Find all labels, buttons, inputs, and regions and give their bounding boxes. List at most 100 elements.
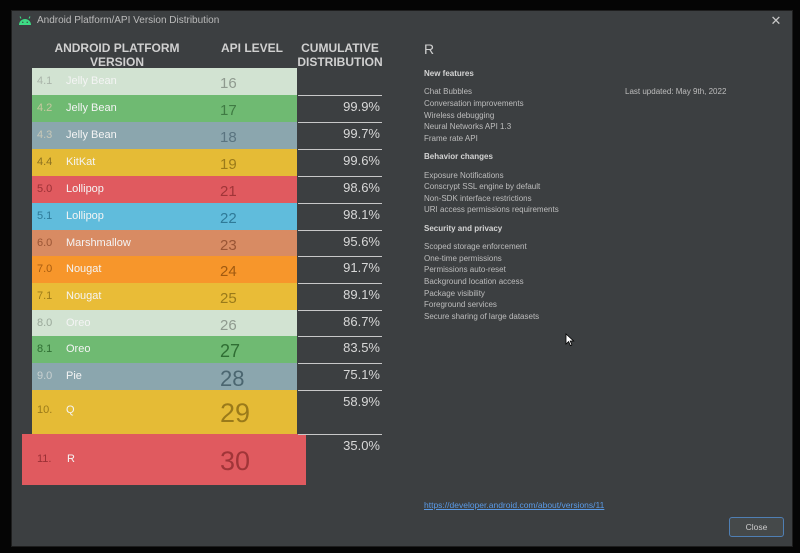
version-row-api-17[interactable]: 4.2 Jelly Bean 17 [32,95,297,122]
version-row-api-26[interactable]: 8.0 Oreo 26 [32,310,297,337]
version-distribution-dialog: Android Platform/API Version Distributio… [12,11,792,546]
row-version: 11. [37,453,52,465]
row-api-level: 30 [220,446,251,476]
version-row-api-23[interactable]: 6.0 Marshmallow 23 [32,230,297,257]
header-cumulative-line2: DISTRIBUTION [297,55,383,69]
cumulative-value: 91.7% [343,260,380,275]
row-name: Marshmallow [66,237,131,249]
row-version: 4.2 [37,102,53,114]
header-platform-line2: VERSION [89,55,144,69]
row-name: R [67,453,75,465]
cumulative-divider [298,149,382,150]
header-platform-version: ANDROID PLATFORM VERSION [32,41,202,69]
cumulative-divider [298,203,382,204]
version-row-api-18[interactable]: 4.3 Jelly Bean 18 [32,122,297,149]
mouse-cursor-icon [565,333,575,347]
header-platform-line1: ANDROID PLATFORM [54,41,180,55]
cumulative-divider [298,434,382,435]
section-title-behavior-changes: Behavior changes [424,152,493,161]
version-row-api-21[interactable]: 5.0 Lollipop 21 [32,176,297,203]
details-title: R [424,41,435,57]
row-api-level: 21 [220,183,237,200]
close-button[interactable]: Close [729,517,784,537]
cumulative-value: 89.1% [343,287,380,302]
row-name: Jelly Bean [66,75,117,87]
cumulative-value: 58.9% [343,394,380,409]
cumulative-value: 98.1% [343,207,380,222]
security-item: Background location access [424,277,524,286]
row-name: Jelly Bean [66,102,117,114]
version-row-api-16[interactable]: 4.1 Jelly Bean 16 [32,68,297,95]
cumulative-value: 99.7% [343,126,380,141]
row-version: 5.1 [37,210,53,222]
behavior-item: Conscrypt SSL engine by default [424,182,541,191]
cumulative-value: 86.7% [343,314,380,329]
cumulative-divider [298,176,382,177]
row-api-level: 19 [220,156,237,173]
behavior-item: Exposure Notifications [424,171,504,180]
feature-item: Chat Bubbles [424,87,473,96]
cumulative-divider [298,310,382,311]
version-row-api-24[interactable]: 7.0 Nougat 24 [32,256,297,283]
feature-item: Neural Networks API 1.3 [424,122,512,131]
version-row-api-30[interactable]: 11. R 30 [22,434,306,485]
header-cumulative-distribution: CUMULATIVE DISTRIBUTION [294,41,386,69]
row-name: Lollipop [66,210,104,222]
version-row-api-22[interactable]: 5.1 Lollipop 22 [32,203,297,230]
section-title-security-privacy: Security and privacy [424,224,503,233]
security-item: One-time permissions [424,254,502,263]
cumulative-divider [298,336,382,337]
android-icon [19,16,31,25]
version-row-api-28[interactable]: 9.0 Pie 28 [32,363,297,391]
cumulative-divider [298,390,382,391]
header-cumulative-line1: CUMULATIVE [301,41,379,55]
cumulative-value: 99.6% [343,153,380,168]
android-versions-link[interactable]: https://developer.android.com/about/vers… [424,500,605,510]
behavior-item: Non-SDK interface restrictions [424,194,532,203]
row-name: Lollipop [66,183,104,195]
header-api-level: API LEVEL [220,41,283,55]
row-version: 9.0 [37,370,53,382]
row-name: Jelly Bean [66,129,117,141]
security-item: Package visibility [424,289,485,298]
version-row-api-19[interactable]: 4.4 KitKat 19 [32,149,297,176]
row-version: 7.1 [37,290,53,302]
row-version: 5.0 [37,183,53,195]
row-name: Nougat [66,290,102,302]
version-row-api-27[interactable]: 8.1 Oreo 27 [32,336,297,363]
row-version: 6.0 [37,237,53,249]
feature-item: Frame rate API [424,134,478,143]
title-bar: Android Platform/API Version Distributio… [12,11,792,32]
cumulative-value: 99.9% [343,99,380,114]
row-version: 4.4 [37,156,53,168]
row-version: 4.3 [37,129,53,141]
row-api-level: 16 [220,75,237,92]
row-version: 8.1 [37,343,53,355]
version-row-api-29[interactable]: 10. Q 29 [32,390,297,434]
row-name: Nougat [66,263,102,275]
section-title-new-features: New features [424,69,474,78]
distribution-table: 4.1 Jelly Bean 16 4.2 Jelly Bean 17 99.9% 4.3 Je… [12,11,412,491]
row-name: Oreo [66,317,91,329]
security-item: Foreground services [424,300,497,309]
row-api-level: 24 [220,263,237,280]
feature-item: Wireless debugging [424,111,495,120]
cumulative-value: 75.1% [343,367,380,382]
row-api-level: 23 [220,237,237,254]
cumulative-divider [298,363,382,364]
row-name: KitKat [66,156,96,168]
version-row-api-25[interactable]: 7.1 Nougat 25 [32,283,297,310]
window-title: Android Platform/API Version Distributio… [37,15,220,26]
feature-item: Conversation improvements [424,99,524,108]
row-name: Q [66,404,75,416]
cumulative-divider [298,95,382,96]
row-api-level: 17 [220,102,237,119]
row-name: Pie [66,370,82,382]
row-name: Oreo [66,343,91,355]
row-version: 7.0 [37,263,53,275]
row-api-level: 28 [220,366,245,391]
cumulative-value: 35.0% [343,438,380,453]
security-item: Secure sharing of large datasets [424,312,540,321]
row-version: 8.0 [37,317,53,329]
close-icon[interactable]: ✕ [770,13,782,28]
